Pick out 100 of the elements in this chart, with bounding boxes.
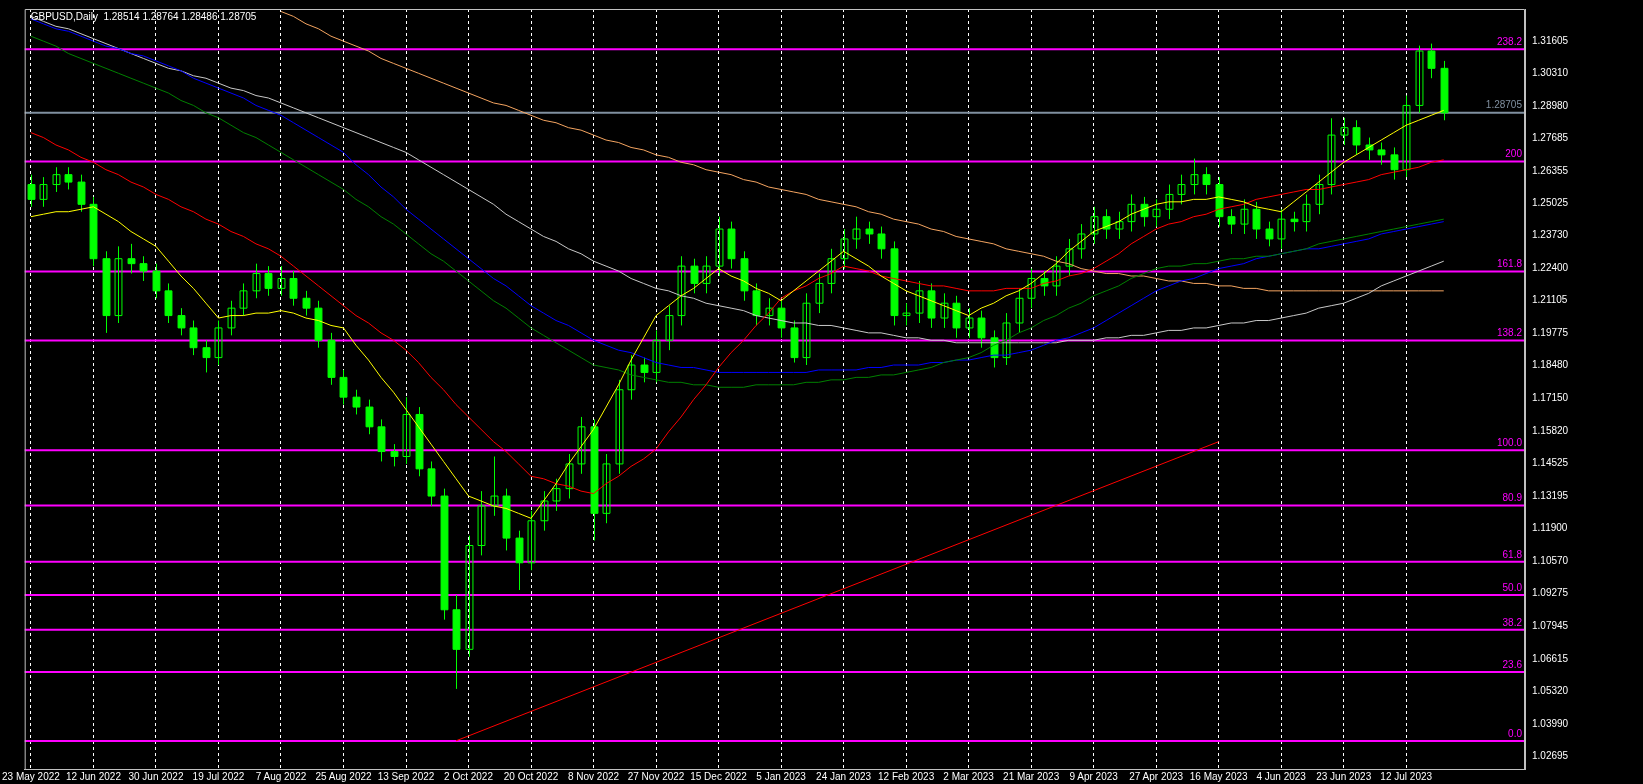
y-tick-label: 1.10570 bbox=[1532, 554, 1569, 566]
candlestick bbox=[1277, 208, 1286, 250]
annotation: 138.2 bbox=[1496, 327, 1523, 339]
candlestick bbox=[540, 490, 549, 532]
annotation: 200 bbox=[1505, 148, 1523, 160]
candlestick bbox=[702, 255, 711, 294]
candlestick bbox=[402, 396, 411, 465]
annotation: 100.0 bbox=[1496, 437, 1523, 449]
x-tick-label: 19 Jul 2022 bbox=[192, 770, 245, 782]
candlestick bbox=[965, 307, 974, 339]
x-tick-label: 20 Oct 2022 bbox=[503, 770, 559, 782]
y-tick-label: 1.17150 bbox=[1532, 392, 1569, 404]
candlestick bbox=[552, 478, 561, 512]
annotation: 38.2 bbox=[1502, 616, 1523, 628]
y-tick-label: 1.06615 bbox=[1532, 652, 1569, 664]
x-tick-label: 27 Apr 2023 bbox=[1129, 770, 1184, 782]
y-tick-label: 1.05320 bbox=[1532, 684, 1569, 696]
chart-title: GBPUSD,Daily 1.28514 1.28764 1.28486 1.28705 bbox=[30, 10, 257, 22]
y-tick-label: 1.14525 bbox=[1532, 457, 1569, 469]
candlestick bbox=[1302, 193, 1311, 233]
candlestick bbox=[1015, 287, 1024, 334]
candlestick bbox=[940, 292, 949, 329]
annotation: 161.8 bbox=[1496, 258, 1523, 270]
y-tick-label: 1.23730 bbox=[1532, 229, 1569, 241]
y-tick-label: 1.13195 bbox=[1532, 489, 1569, 501]
candlestick bbox=[715, 216, 724, 277]
candlestick bbox=[252, 263, 261, 299]
y-tick-label: 1.15820 bbox=[1532, 425, 1569, 437]
annotation: 238.2 bbox=[1496, 36, 1523, 48]
y-tick-label: 1.11900 bbox=[1532, 521, 1568, 533]
x-tick-label: 23 May 2022 bbox=[2, 770, 61, 782]
candlestick bbox=[1077, 223, 1086, 260]
annotation: 0.0 bbox=[1508, 727, 1523, 739]
candlestick bbox=[765, 297, 774, 326]
x-tick-label: 12 Feb 2023 bbox=[878, 770, 935, 782]
candlestick bbox=[39, 176, 48, 208]
candlestick bbox=[52, 166, 61, 193]
candlestick bbox=[239, 282, 248, 317]
y-tick-label: 1.19775 bbox=[1532, 327, 1569, 339]
y-tick-label: 1.03990 bbox=[1532, 717, 1569, 729]
candlestick bbox=[477, 490, 486, 556]
x-tick-label: 12 Jun 2022 bbox=[65, 770, 122, 782]
y-tick-label: 1.25025 bbox=[1532, 197, 1569, 209]
ref-line-label: 1.28705 bbox=[1485, 99, 1523, 111]
candlestick bbox=[1340, 117, 1349, 146]
annotation: 61.8 bbox=[1502, 548, 1523, 560]
candlestick bbox=[1152, 198, 1161, 228]
candlestick bbox=[1127, 193, 1136, 233]
x-tick-label: 13 Sep 2022 bbox=[377, 770, 435, 782]
candlestick bbox=[902, 302, 911, 326]
x-tick-label: 15 Dec 2022 bbox=[690, 770, 748, 782]
y-tick-label: 1.22400 bbox=[1532, 262, 1569, 274]
candlestick bbox=[277, 265, 286, 297]
y-tick-label: 1.28980 bbox=[1532, 99, 1569, 111]
candlestick bbox=[802, 292, 811, 366]
x-tick-label: 4 Jun 2023 bbox=[1256, 770, 1307, 782]
x-tick-label: 21 Mar 2023 bbox=[1003, 770, 1060, 782]
candlestick bbox=[1315, 174, 1324, 215]
candlestick bbox=[852, 216, 861, 250]
x-tick-label: 24 Jan 2023 bbox=[816, 770, 872, 782]
candlestick bbox=[1402, 95, 1411, 178]
x-tick-label: 7 Aug 2022 bbox=[255, 770, 307, 782]
candlestick bbox=[627, 354, 636, 401]
y-tick-label: 1.07945 bbox=[1532, 619, 1569, 631]
candlestick bbox=[214, 320, 223, 366]
y-tick-label: 1.31605 bbox=[1532, 34, 1569, 46]
candlestick bbox=[1165, 184, 1174, 220]
candlestick bbox=[1090, 206, 1099, 245]
candlestick bbox=[615, 379, 624, 475]
candlestick bbox=[1327, 117, 1336, 195]
candlestick bbox=[915, 280, 924, 324]
x-tick-label: 16 May 2023 bbox=[1189, 770, 1249, 782]
candlestick bbox=[840, 228, 849, 270]
x-tick-label: 5 Jan 2023 bbox=[756, 770, 807, 782]
x-tick-label: 25 Aug 2022 bbox=[315, 770, 373, 782]
candlestick bbox=[490, 456, 499, 517]
y-tick-label: 1.21105 bbox=[1532, 294, 1568, 306]
candlestick bbox=[1052, 255, 1061, 297]
candlestick bbox=[565, 453, 574, 500]
candlestick bbox=[652, 329, 661, 383]
candlestick bbox=[577, 416, 586, 475]
y-tick-label: 1.30310 bbox=[1532, 66, 1569, 78]
x-tick-label: 9 Apr 2023 bbox=[1069, 770, 1119, 782]
candlestick bbox=[114, 245, 123, 324]
candlestick bbox=[227, 300, 236, 336]
candlestick bbox=[1065, 238, 1074, 277]
candlestick bbox=[1115, 211, 1124, 240]
y-tick-label: 1.27685 bbox=[1532, 131, 1569, 143]
x-tick-label: 23 Jun 2023 bbox=[1316, 770, 1372, 782]
candlestick bbox=[602, 453, 611, 524]
candlestick bbox=[1177, 174, 1186, 205]
x-tick-label: 30 Jun 2022 bbox=[128, 770, 184, 782]
candlestick bbox=[1190, 158, 1199, 195]
y-tick-label: 1.18480 bbox=[1532, 359, 1569, 371]
candlestick bbox=[1240, 198, 1249, 235]
candlestick bbox=[465, 535, 474, 658]
annotation: 23.6 bbox=[1502, 658, 1523, 670]
candlestick bbox=[527, 510, 536, 571]
x-tick-label: 8 Nov 2022 bbox=[567, 770, 620, 782]
x-tick-label: 12 Jul 2023 bbox=[1380, 770, 1433, 782]
